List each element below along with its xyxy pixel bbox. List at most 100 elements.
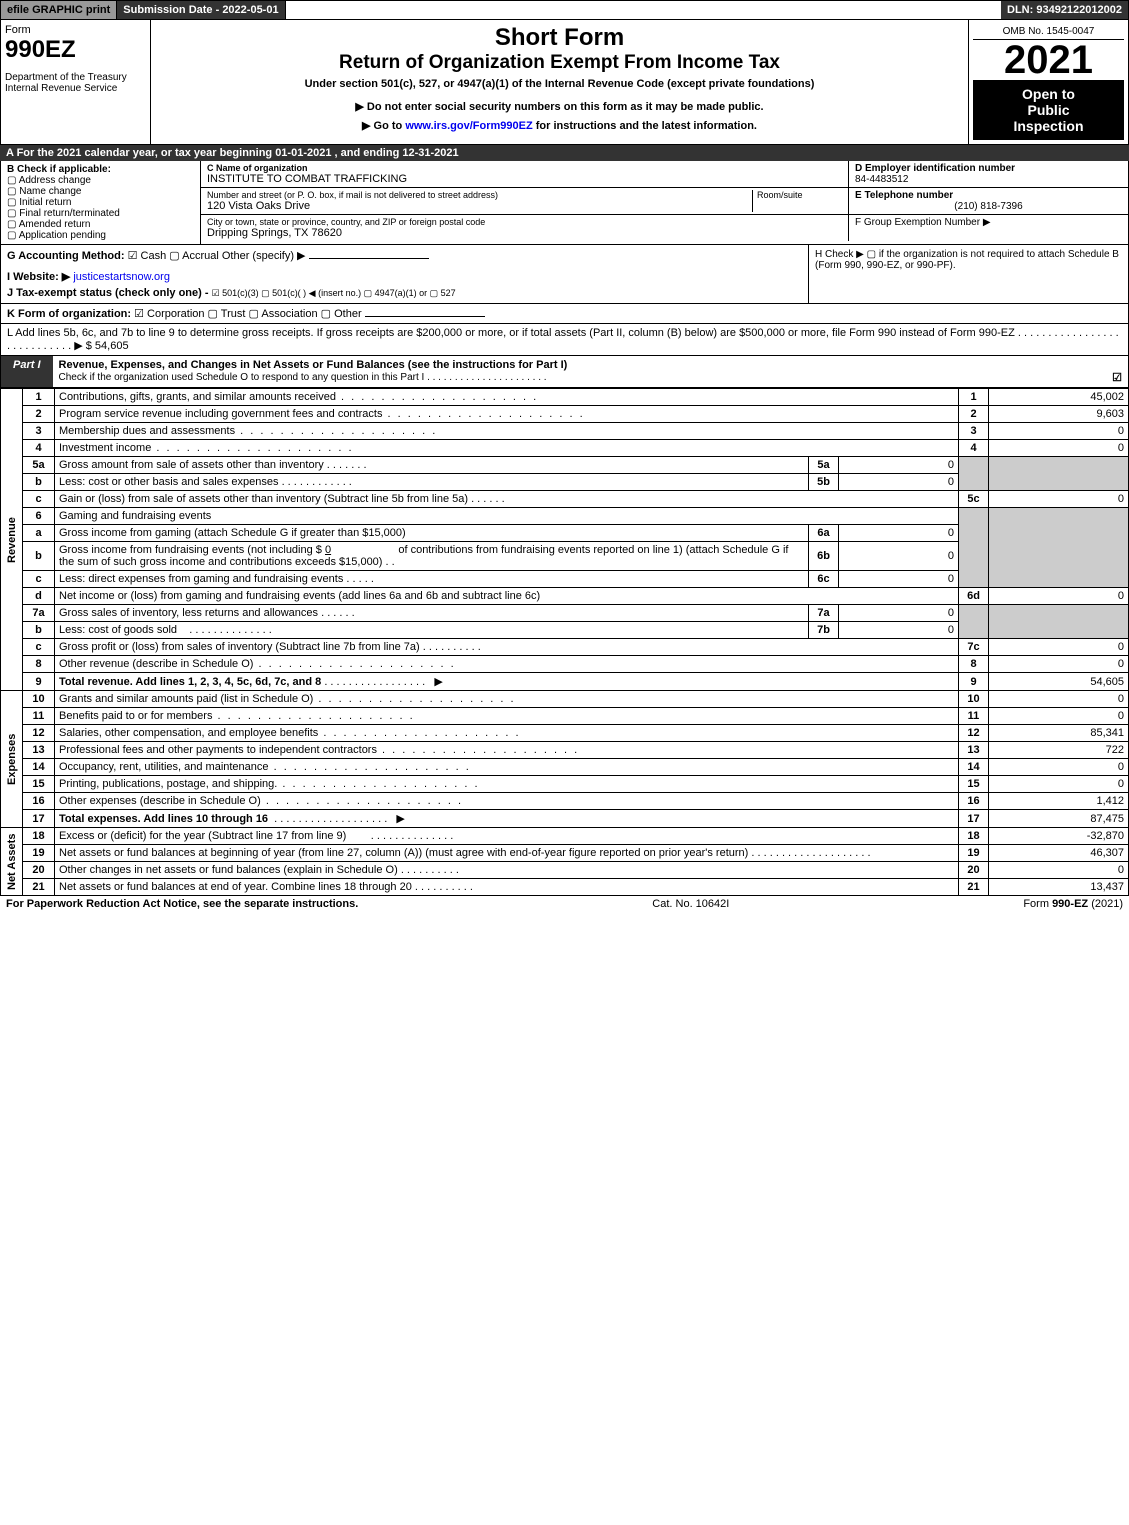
- street-label: Number and street (or P. O. box, if mail…: [207, 190, 752, 200]
- line-6b-inner-v: 0: [839, 542, 959, 571]
- line-15-value: 0: [989, 776, 1129, 793]
- line-6a-inner-n: 6a: [809, 525, 839, 542]
- line-20-text: Other changes in net assets or fund bala…: [55, 862, 959, 879]
- line-21-text: Net assets or fund balances at end of ye…: [55, 879, 959, 896]
- line-4-text: Investment income: [55, 440, 959, 457]
- g-label: G Accounting Method:: [7, 250, 125, 262]
- line-6c-inner-v: 0: [839, 571, 959, 588]
- street-address: 120 Vista Oaks Drive: [207, 200, 752, 212]
- j-options[interactable]: ☑ 501(c)(3) ▢ 501(c)( ) ◀ (insert no.) ▢…: [212, 288, 456, 298]
- line-20-n: 20: [959, 862, 989, 879]
- chk-final-return[interactable]: ▢ Final return/terminated: [7, 208, 194, 219]
- line-21-value: 13,437: [989, 879, 1129, 896]
- line-7b-text: Less: cost of goods sold . . . . . . . .…: [55, 622, 809, 639]
- ssn-warning: ▶ Do not enter social security numbers o…: [155, 100, 964, 113]
- line-5c-value: 0: [989, 491, 1129, 508]
- line-19-n: 19: [959, 845, 989, 862]
- line-16-value: 1,412: [989, 793, 1129, 810]
- line-14-text: Occupancy, rent, utilities, and maintena…: [55, 759, 959, 776]
- room-suite-label: Room/suite: [752, 190, 842, 212]
- line-16-n: 16: [959, 793, 989, 810]
- line-7b-inner-v: 0: [839, 622, 959, 639]
- line-6d-text: Net income or (loss) from gaming and fun…: [55, 588, 959, 605]
- line-10-value: 0: [989, 691, 1129, 708]
- line-3-n: 3: [959, 423, 989, 440]
- k-label: K Form of organization:: [7, 308, 131, 320]
- city-label: City or town, state or province, country…: [207, 217, 842, 227]
- line-17-text: Total expenses. Add lines 10 through 16 …: [55, 810, 959, 828]
- open-line1: Open to: [977, 86, 1120, 102]
- part-1-sub: Check if the organization used Schedule …: [59, 372, 547, 383]
- line-11-value: 0: [989, 708, 1129, 725]
- chk-address-change[interactable]: ▢ Address change: [7, 175, 194, 186]
- line-9-n: 9: [959, 673, 989, 691]
- line-19-text: Net assets or fund balances at beginning…: [55, 845, 959, 862]
- chk-cash[interactable]: ☑ Cash: [128, 250, 167, 262]
- footer-mid: Cat. No. 10642I: [652, 898, 729, 910]
- other-specify-input[interactable]: [309, 258, 429, 259]
- section-b: B Check if applicable: ▢ Address change …: [1, 161, 201, 244]
- line-9-text: Total revenue. Add lines 1, 2, 3, 4, 5c,…: [55, 673, 959, 691]
- line-3-value: 0: [989, 423, 1129, 440]
- line-8-text: Other revenue (describe in Schedule O): [55, 656, 959, 673]
- website-link[interactable]: justicestartsnow.org: [73, 271, 170, 283]
- line-9-value: 54,605: [989, 673, 1129, 691]
- line-12-text: Salaries, other compensation, and employ…: [55, 725, 959, 742]
- submission-date: Submission Date - 2022-05-01: [117, 1, 285, 19]
- f-label: F Group Exemption Number ▶: [855, 217, 1122, 228]
- line-7b-inner-n: 7b: [809, 622, 839, 639]
- line-18-value: -32,870: [989, 828, 1129, 845]
- line-4-value: 0: [989, 440, 1129, 457]
- line-6a-inner-v: 0: [839, 525, 959, 542]
- part-1-title: Revenue, Expenses, and Changes in Net As…: [59, 359, 568, 371]
- line-18-text: Excess or (deficit) for the year (Subtra…: [55, 828, 959, 845]
- line-1-num: 1: [23, 389, 55, 406]
- k-options[interactable]: ☑ Corporation ▢ Trust ▢ Association ▢ Ot…: [134, 308, 362, 320]
- line-1-text: Contributions, gifts, grants, and simila…: [55, 389, 959, 406]
- line-7c-text: Gross profit or (loss) from sales of inv…: [55, 639, 959, 656]
- line-7c-n: 7c: [959, 639, 989, 656]
- line-7c-value: 0: [989, 639, 1129, 656]
- dln: DLN: 93492122012002: [1001, 1, 1128, 19]
- line-6b-inner-n: 6b: [809, 542, 839, 571]
- line-17-n: 17: [959, 810, 989, 828]
- part-1-table: Revenue 1 Contributions, gifts, grants, …: [0, 388, 1129, 896]
- line-7a-inner-n: 7a: [809, 605, 839, 622]
- line-8-value: 0: [989, 656, 1129, 673]
- return-title: Return of Organization Exempt From Incom…: [155, 52, 964, 74]
- line-6d-value: 0: [989, 588, 1129, 605]
- telephone: (210) 818-7396: [855, 201, 1122, 212]
- line-5c-n: 5c: [959, 491, 989, 508]
- section-l: L Add lines 5b, 6c, and 7b to line 9 to …: [0, 324, 1129, 356]
- efile-print-button[interactable]: efile GRAPHIC print: [1, 1, 117, 19]
- line-21-n: 21: [959, 879, 989, 896]
- line-6c-text: Less: direct expenses from gaming and fu…: [55, 571, 809, 588]
- d-label: D Employer identification number: [855, 163, 1122, 174]
- chk-initial-return[interactable]: ▢ Initial return: [7, 197, 194, 208]
- section-a: A For the 2021 calendar year, or tax yea…: [0, 145, 1129, 161]
- line-15-n: 15: [959, 776, 989, 793]
- irs-link[interactable]: www.irs.gov/Form990EZ: [405, 120, 532, 132]
- line-15-text: Printing, publications, postage, and shi…: [55, 776, 959, 793]
- goto-link[interactable]: ▶ Go to www.irs.gov/Form990EZ for instru…: [155, 119, 964, 132]
- line-13-text: Professional fees and other payments to …: [55, 742, 959, 759]
- chk-application-pending[interactable]: ▢ Application pending: [7, 230, 194, 241]
- b-label: B Check if applicable:: [7, 164, 194, 175]
- k-other-input[interactable]: [365, 316, 485, 317]
- line-13-n: 13: [959, 742, 989, 759]
- line-1-value: 45,002: [989, 389, 1129, 406]
- line-6c-inner-n: 6c: [809, 571, 839, 588]
- line-6a-text: Gross income from gaming (attach Schedul…: [55, 525, 809, 542]
- j-label: J Tax-exempt status (check only one) -: [7, 287, 209, 299]
- chk-amended-return[interactable]: ▢ Amended return: [7, 219, 194, 230]
- page-footer: For Paperwork Reduction Act Notice, see …: [0, 896, 1129, 912]
- line-2-n: 2: [959, 406, 989, 423]
- line-5c-text: Gain or (loss) from sale of assets other…: [55, 491, 959, 508]
- line-18-n: 18: [959, 828, 989, 845]
- open-line2: Public: [977, 102, 1120, 118]
- top-bar: efile GRAPHIC print Submission Date - 20…: [0, 0, 1129, 20]
- line-5b-inner-n: 5b: [809, 474, 839, 491]
- part-1-checkbox[interactable]: ☑: [1112, 371, 1122, 384]
- chk-accrual[interactable]: ▢ Accrual: [169, 250, 219, 262]
- chk-name-change[interactable]: ▢ Name change: [7, 186, 194, 197]
